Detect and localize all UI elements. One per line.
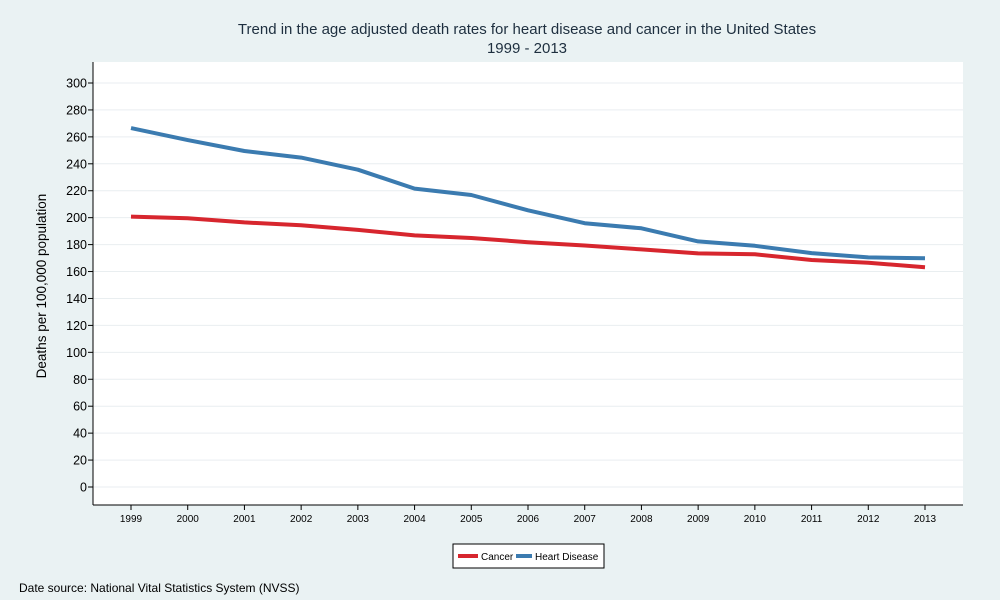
y-tick-label: 300 [66, 77, 87, 91]
source-note: Date source: National Vital Statistics S… [19, 581, 300, 595]
plot-area [93, 62, 963, 505]
y-tick-label: 240 [66, 157, 87, 171]
x-tick-label: 2007 [574, 514, 597, 525]
legend-label-heart-disease: Heart Disease [535, 552, 599, 563]
x-tick-label: 2004 [403, 514, 426, 525]
x-tick-label: 2000 [177, 514, 200, 525]
x-tick-label: 2005 [460, 514, 483, 525]
axes: 0 20 40 60 80 100 120 140 160 180 200 220 240 260 280 3… [66, 62, 963, 525]
legend-label-cancer: Cancer [481, 552, 514, 563]
y-tick-label: 100 [66, 346, 87, 360]
series-line-cancer [130, 214, 926, 270]
y-tick-label: 60 [73, 400, 87, 414]
x-tick-label: 2003 [347, 514, 370, 525]
x-tick-label: 1999 [120, 514, 143, 525]
y-tick-label: 180 [66, 238, 87, 252]
x-tick-label: 2010 [744, 514, 767, 525]
x-tick-label: 2009 [687, 514, 710, 525]
x-tick-label: 2002 [290, 514, 313, 525]
series-line-heart-disease [130, 126, 926, 261]
y-tick-label: 20 [73, 454, 87, 468]
y-axis-label: Deaths per 100,000 population [34, 194, 49, 379]
x-tick-label: 2006 [517, 514, 540, 525]
chart-subtitle: 1999 - 2013 [487, 40, 567, 57]
y-tick-label: 40 [73, 427, 87, 441]
x-tick-label: 2012 [857, 514, 880, 525]
x-tick-label: 2011 [801, 514, 823, 525]
y-tick-label: 80 [73, 373, 87, 387]
legend: Cancer Heart Disease [452, 543, 605, 569]
y-tick-label: 200 [66, 211, 87, 225]
y-tick-label: 260 [66, 130, 87, 144]
chart-title: Trend in the age adjusted death rates fo… [238, 21, 816, 38]
y-tick-label: 220 [66, 184, 87, 198]
y-tick-label: 0 [80, 481, 87, 495]
x-tick-label: 2001 [233, 514, 256, 525]
y-tick-label: 160 [66, 265, 87, 279]
x-tick-label: 2013 [914, 514, 937, 525]
gridlines [93, 82, 963, 488]
y-tick-label: 140 [66, 292, 87, 306]
x-tick-label: 2008 [630, 514, 653, 525]
y-tick-label: 280 [66, 103, 87, 117]
y-tick-label: 120 [66, 319, 87, 333]
series-lines [130, 126, 926, 270]
